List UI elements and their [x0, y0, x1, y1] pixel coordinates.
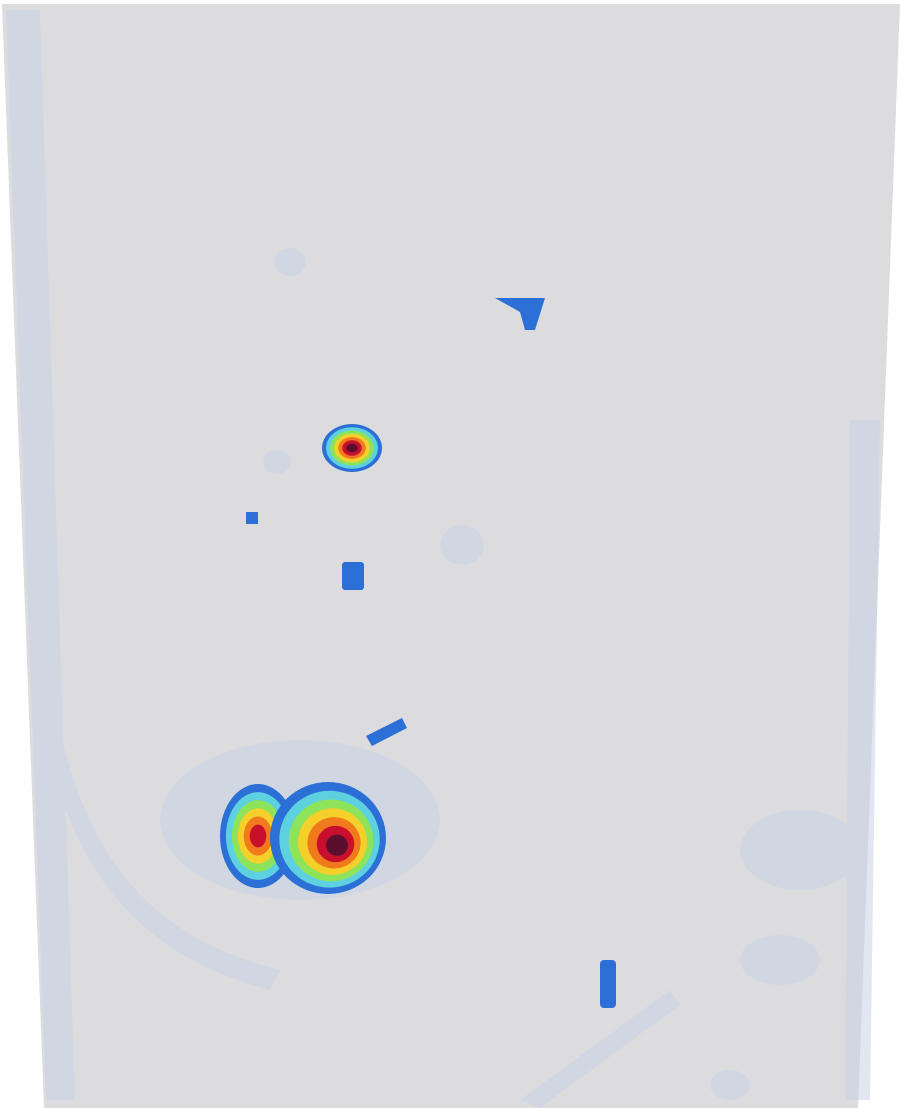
small-blue-streak: [366, 718, 407, 746]
haze-bottom-right: [710, 1070, 750, 1100]
small-blue-spot-top: [495, 298, 545, 330]
haze-mid-spot: [440, 525, 484, 565]
haze-right-mid: [740, 810, 860, 890]
blue-spots: [246, 298, 616, 1008]
upper-hotspot: [322, 424, 382, 472]
lower-right-hotspot: [270, 782, 386, 894]
small-blue-spot-left: [246, 512, 258, 524]
haze-bottom-streak: [520, 990, 680, 1108]
haze-layer: [6, 10, 880, 1108]
haze-left-curve: [30, 600, 280, 990]
hotspots: [220, 424, 386, 894]
small-blue-spot-bottom: [600, 960, 616, 1008]
haze-top-spot: [274, 248, 306, 276]
lower-right-hotspot-band-peak: [326, 834, 348, 856]
haze-left-edge: [6, 10, 75, 1100]
haze-small-1: [263, 450, 291, 474]
small-blue-spot-middle: [342, 562, 364, 590]
upper-hotspot-band-peak: [346, 443, 358, 453]
lower-left-hotspot-band-very_high: [249, 824, 267, 848]
haze-right-low: [740, 935, 820, 985]
haze-right-edge: [845, 420, 880, 1100]
